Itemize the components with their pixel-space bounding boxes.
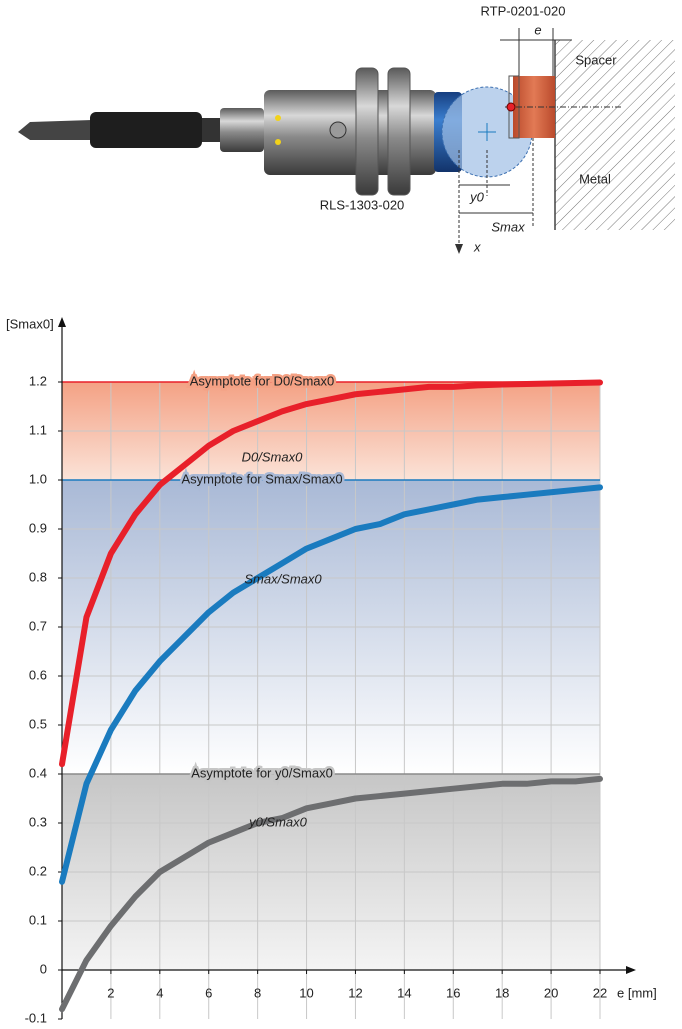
knurled-nut [220, 108, 264, 152]
y-tick-label: 0.6 [29, 667, 47, 682]
y-tick-label: 1.0 [29, 471, 47, 486]
x-tick-label: 22 [593, 985, 607, 1000]
x-tick-label: 6 [205, 985, 212, 1000]
target-point [507, 103, 515, 111]
y-tick-label: 0.3 [29, 814, 47, 829]
label: Spacer [575, 52, 617, 67]
chart: [Smax0] e [mm] Asymptote for D0/Smax0 Asy… [6, 316, 657, 1025]
x-tick-label: 8 [254, 985, 261, 1000]
boot-end [202, 118, 220, 142]
led [275, 139, 281, 145]
y-tick-label: 1.2 [29, 373, 47, 388]
y-tick-label: 0.4 [29, 765, 47, 780]
series-label: Smax/Smax0 [244, 571, 322, 586]
y-tick-label: 0.8 [29, 569, 47, 584]
label: Smax [491, 219, 525, 234]
boot [90, 112, 202, 148]
y-tick-label: 0.2 [29, 863, 47, 878]
y-tick-label: -0.1 [25, 1010, 47, 1025]
asymptote-label: Asymptote for D0/Smax0 [190, 373, 335, 388]
y-tick-label: 0.7 [29, 618, 47, 633]
x-tick-label: 20 [544, 985, 558, 1000]
x-tick-label: 4 [156, 985, 163, 1000]
label: e [534, 22, 541, 37]
series-label: D0/Smax0 [242, 449, 303, 464]
x-axis-label: e [mm] [617, 985, 657, 1000]
x-tick-label: 12 [348, 985, 362, 1000]
y-tick-label: 1.1 [29, 422, 47, 437]
x-tick-label: 2 [107, 985, 114, 1000]
asymptote-label: Asymptote for y0/Smax0 [191, 765, 333, 780]
nut [388, 68, 410, 195]
series-label: y0/Smax0 [248, 814, 308, 829]
x-tick-label: 16 [446, 985, 460, 1000]
x-tick-label: 14 [397, 985, 411, 1000]
arrow [58, 317, 66, 327]
asymptote-label: Asymptote for Smax/Smax0 [181, 471, 342, 486]
label: x [473, 239, 481, 254]
cable [18, 120, 92, 140]
arrow [626, 966, 636, 974]
y-axis-label: [Smax0] [6, 316, 54, 331]
label: RLS-1303-020 [320, 197, 405, 212]
led [275, 115, 281, 121]
page: RTP-0201-020 e Spacer Metal RLS-1303-020… [0, 0, 682, 1029]
label: y0 [469, 189, 485, 204]
metal [555, 40, 675, 230]
y-tick-label: 0.9 [29, 520, 47, 535]
x-tick-label: 10 [299, 985, 313, 1000]
pot [330, 122, 346, 138]
arrow [455, 244, 463, 254]
y-tick-label: 0.5 [29, 716, 47, 731]
x-tick-label: 18 [495, 985, 509, 1000]
sensor-diagram: RTP-0201-020 e Spacer Metal RLS-1303-020… [18, 3, 675, 254]
y-tick-label: 0.1 [29, 912, 47, 927]
nut [356, 68, 378, 195]
y-tick-label: 0 [40, 961, 47, 976]
label: Metal [579, 171, 611, 186]
label: RTP-0201-020 [480, 3, 565, 18]
